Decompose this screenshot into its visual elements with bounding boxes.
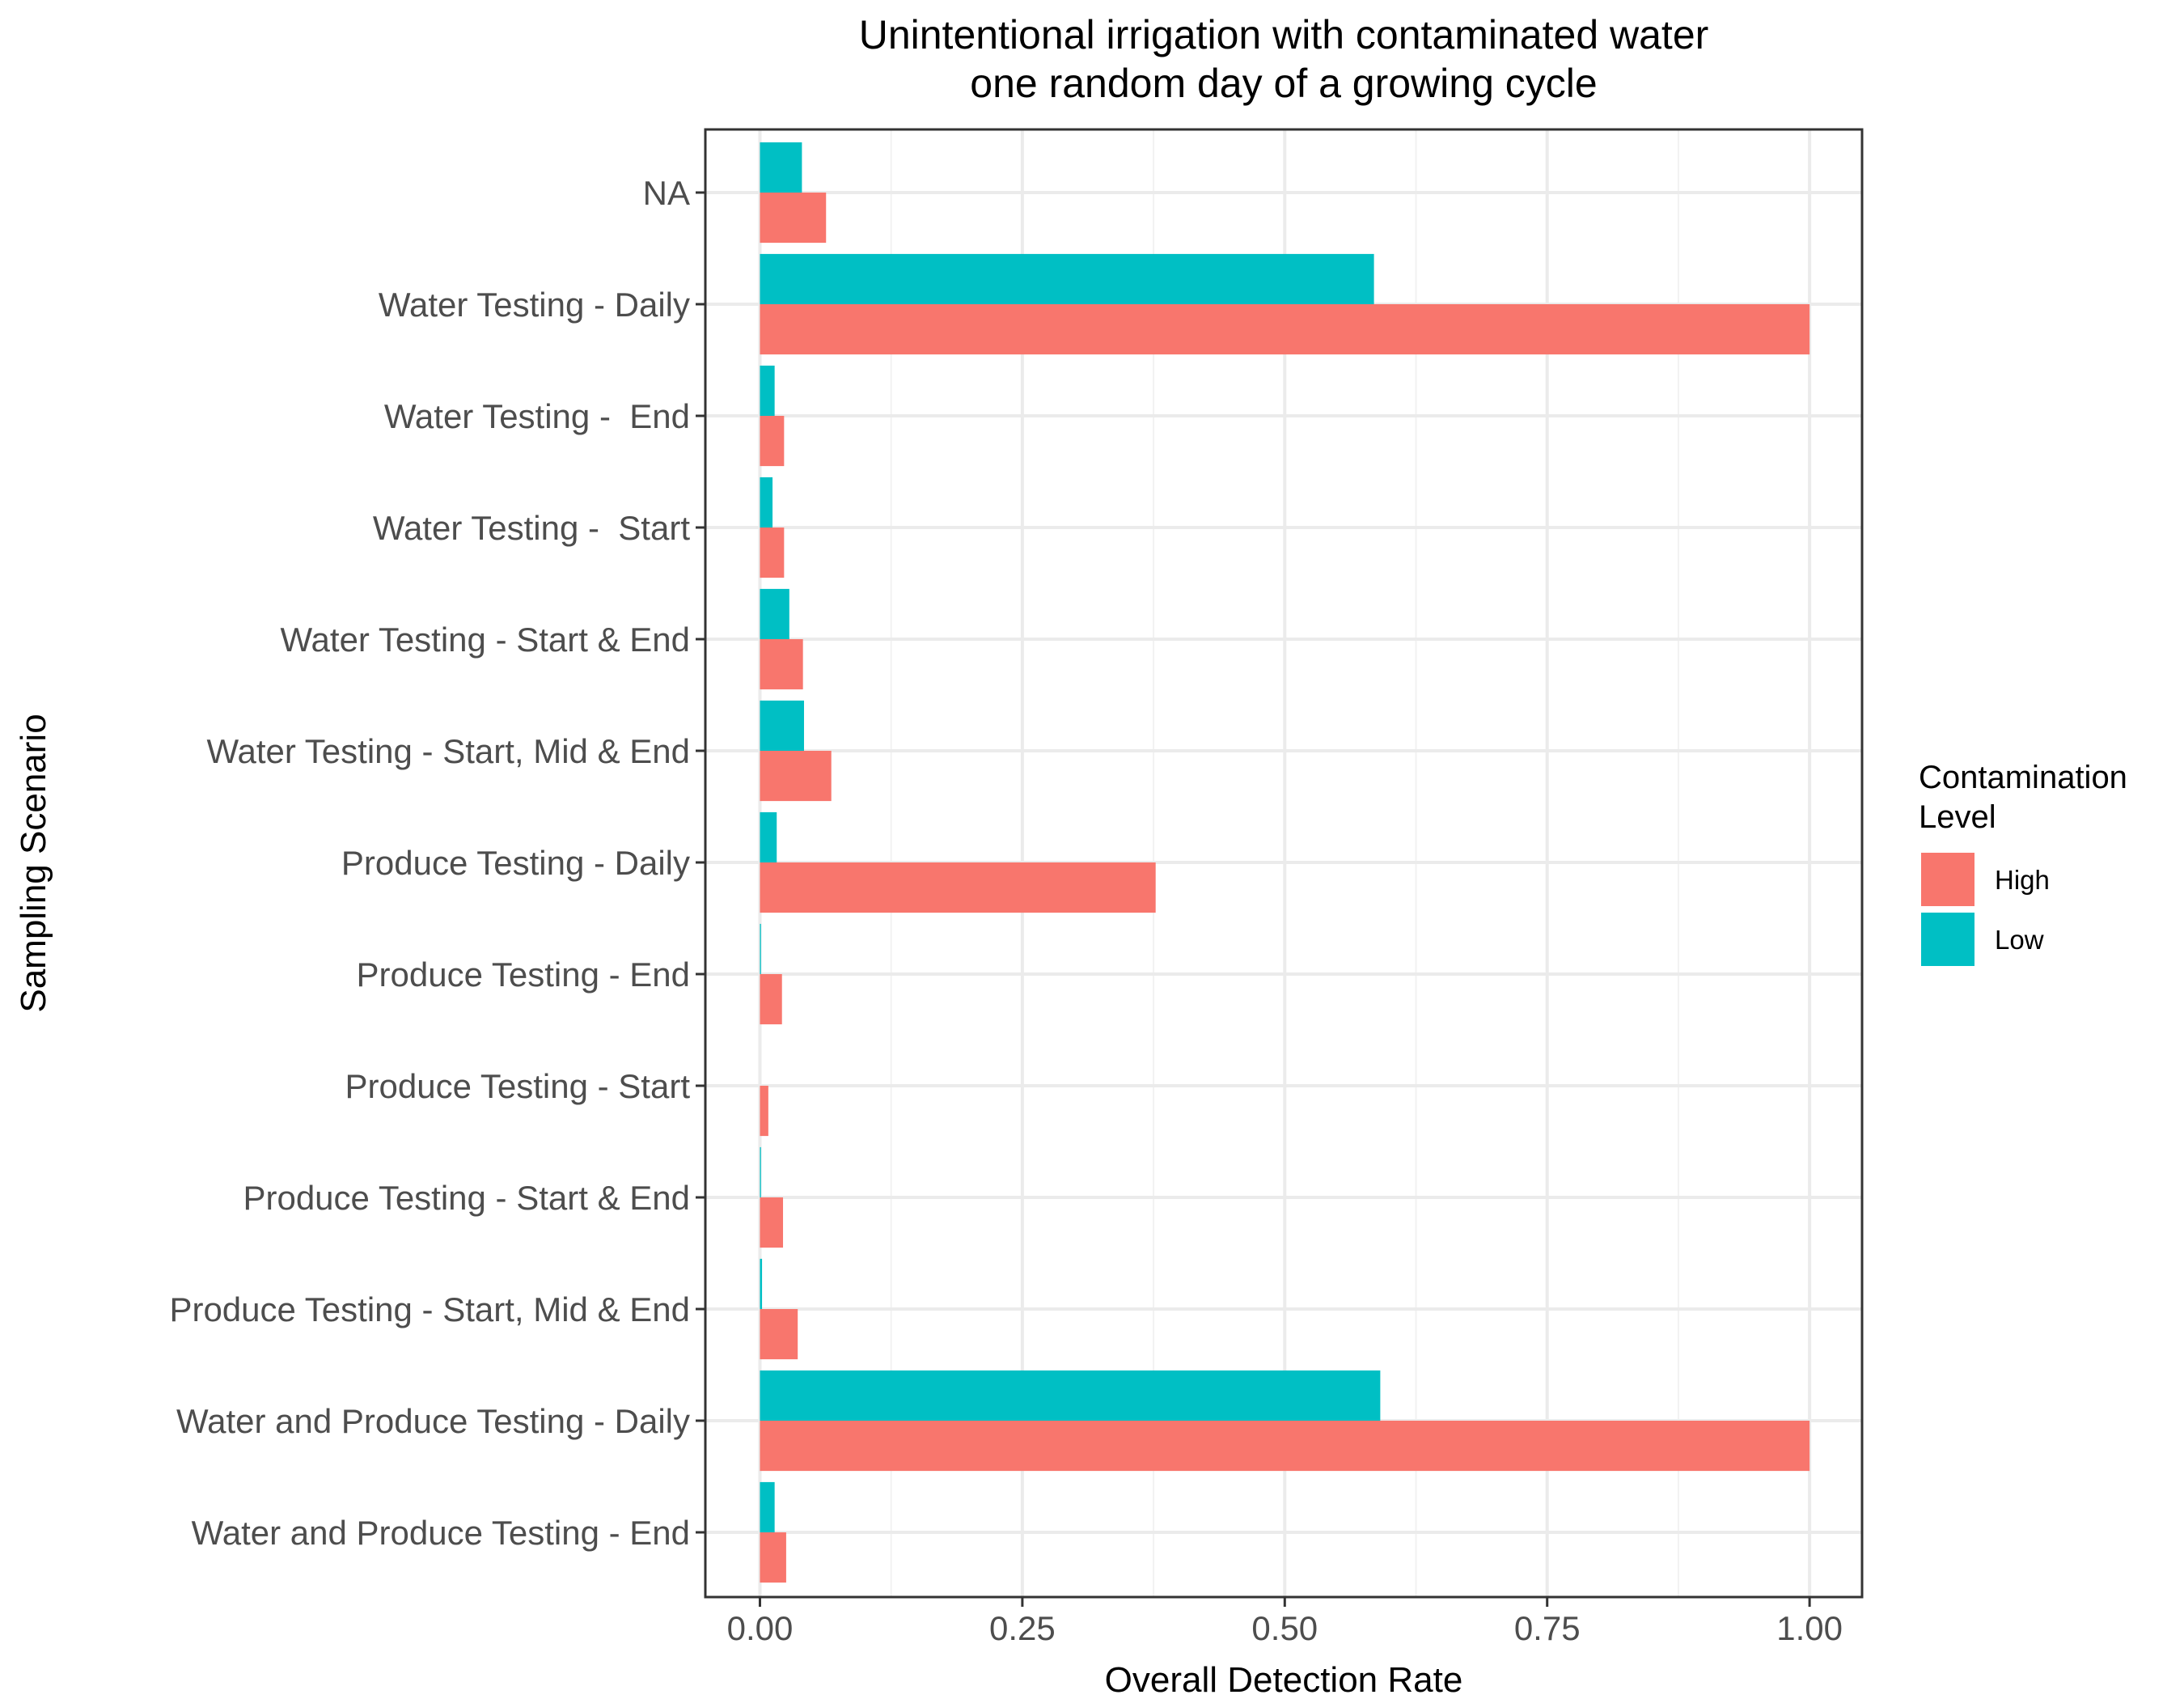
bar-high xyxy=(760,1086,768,1137)
bar-high xyxy=(760,1197,784,1248)
legend-key-low xyxy=(1921,913,1974,966)
bar-low xyxy=(760,700,804,751)
bar-low xyxy=(760,253,1374,304)
y-tick-label: Water Testing - End xyxy=(384,397,690,435)
bars xyxy=(760,142,1810,1583)
x-tick-label: 0.75 xyxy=(1514,1609,1581,1647)
bar-low xyxy=(760,142,802,193)
legend-title-line-1: Contamination xyxy=(1919,760,2127,795)
bar-low xyxy=(760,477,773,527)
bar-high xyxy=(760,1421,1810,1472)
bar-low xyxy=(760,1370,1381,1421)
x-tick-label: 0.25 xyxy=(989,1609,1056,1647)
x-axis-title: Overall Detection Rate xyxy=(1105,1660,1463,1699)
bar-low xyxy=(760,588,789,639)
legend-title-line-2: Level xyxy=(1919,799,1996,835)
x-tick-label: 1.00 xyxy=(1776,1609,1843,1647)
legend-label-low: Low xyxy=(1995,925,2044,955)
y-tick-label: Produce Testing - Start, Mid & End xyxy=(169,1290,690,1328)
chart-title: Unintentional irrigation with contaminat… xyxy=(859,12,1709,57)
y-tick-label: NA xyxy=(643,174,690,212)
y-tick-label: Water and Produce Testing - Daily xyxy=(176,1402,690,1440)
plot-area xyxy=(704,128,1864,1599)
bar-low xyxy=(760,365,775,416)
y-tick-label: Water and Produce Testing - End xyxy=(192,1514,690,1552)
bar-high xyxy=(760,416,785,467)
legend: Contamination Level High Low xyxy=(1919,760,2127,966)
bar-high xyxy=(760,639,803,690)
y-tick-label: Produce Testing - End xyxy=(357,955,690,994)
y-axis-title: Sampling Scenario xyxy=(14,714,53,1012)
legend-key-high xyxy=(1921,853,1974,906)
y-tick-label: Produce Testing - Daily xyxy=(341,844,690,882)
bar-high xyxy=(760,1532,786,1583)
bar-high xyxy=(760,974,782,1025)
bar-high xyxy=(760,1309,798,1360)
bar-low xyxy=(760,811,777,862)
legend-label-high: High xyxy=(1995,865,2050,895)
y-tick-label: Water Testing - Start, Mid & End xyxy=(206,732,690,770)
y-tick-label: Water Testing - Start xyxy=(373,509,690,547)
bar-high xyxy=(760,751,832,802)
bar-high xyxy=(760,862,1156,913)
bar-low xyxy=(760,1481,775,1532)
chart-subtitle: one random day of a growing cycle xyxy=(970,61,1597,106)
x-tick-label: 0.50 xyxy=(1251,1609,1318,1647)
y-tick-label: Produce Testing - Start & End xyxy=(243,1179,690,1217)
bar-high xyxy=(760,304,1810,355)
y-tick-label: Water Testing - Daily xyxy=(379,286,690,324)
bar-high xyxy=(760,527,785,578)
x-tick-label: 0.00 xyxy=(727,1609,794,1647)
bar-low xyxy=(760,1258,763,1309)
y-axis: NA Water Testing - Daily Water Testing - E… xyxy=(169,174,705,1552)
y-tick-label: Water Testing - Start & End xyxy=(280,621,690,659)
bar-high xyxy=(760,193,827,244)
x-axis: 0.00 0.25 0.50 0.75 1.00 xyxy=(727,1597,1843,1647)
y-tick-label: Produce Testing - Start xyxy=(345,1067,691,1105)
